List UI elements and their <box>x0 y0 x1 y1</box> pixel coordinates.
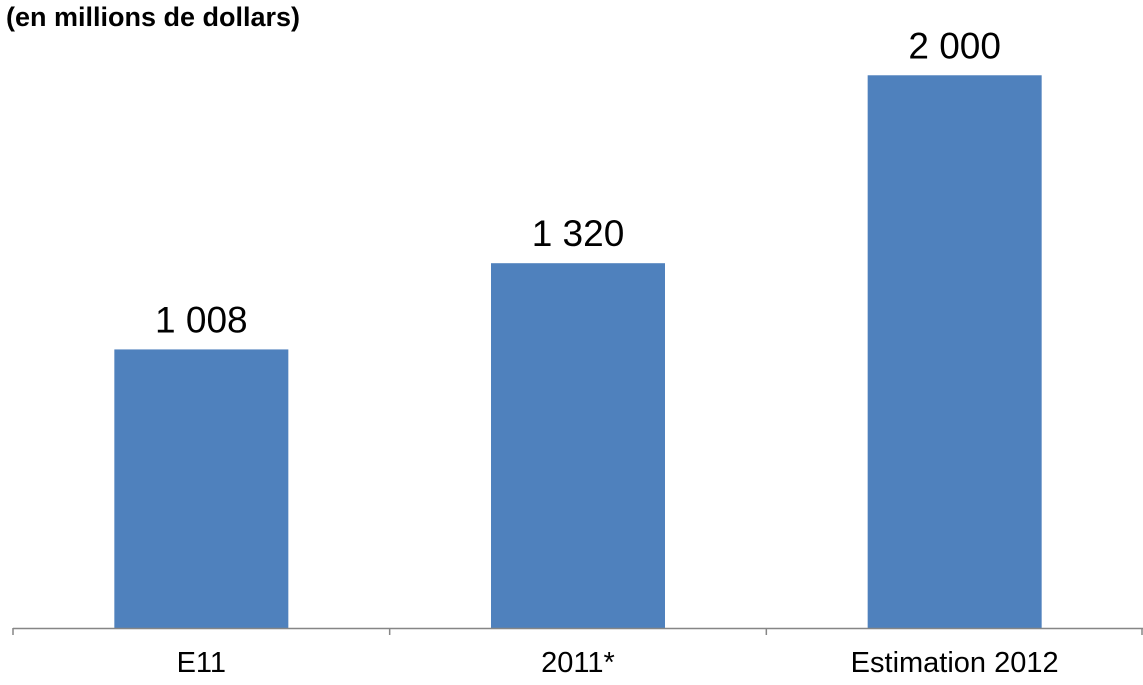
x-tick-label-3: Estimation 2012 <box>851 647 1059 679</box>
data-label-1: 1 008 <box>155 299 248 340</box>
x-tick-label-2: 2011* <box>541 647 615 679</box>
x-axis: E11 2011* Estimation 2012 <box>12 627 1143 679</box>
bar-2 <box>491 263 665 628</box>
bars-layer <box>114 75 1042 629</box>
bar-1 <box>114 349 289 628</box>
data-labels-layer: 1 008 1 320 2 000 <box>155 25 1001 340</box>
chart-title: (en millions de dollars) <box>6 2 301 32</box>
data-label-2: 1 320 <box>532 213 625 254</box>
bar-3 <box>867 75 1042 629</box>
x-tick-label-1: E11 <box>177 647 226 679</box>
data-label-3: 2 000 <box>908 25 1001 66</box>
